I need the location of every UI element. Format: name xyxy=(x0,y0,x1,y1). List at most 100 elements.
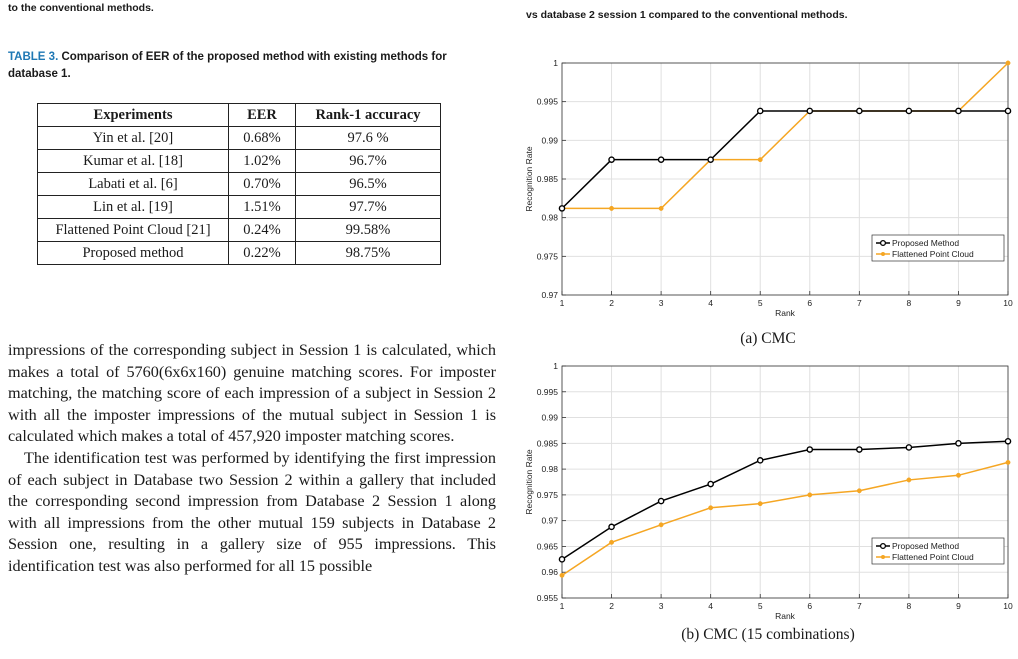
table-cell: 97.7% xyxy=(295,195,441,219)
table-row: Proposed method 0.22% 98.75% xyxy=(37,241,441,265)
data-point xyxy=(955,440,962,447)
x-tick-label: 10 xyxy=(1003,298,1013,308)
y-tick-label: 0.985 xyxy=(537,438,559,448)
data-point xyxy=(955,472,961,478)
x-tick-label: 8 xyxy=(907,601,912,611)
x-tick-label: 8 xyxy=(907,298,912,308)
y-tick-label: 0.99 xyxy=(541,135,558,145)
x-tick-label: 3 xyxy=(659,298,664,308)
table-cell: 99.58% xyxy=(295,218,441,242)
data-point xyxy=(658,205,664,211)
cmc-chart-b: 0.955 0.96 0.965 0.97 0.975 0.98 0.985 0.99 0.99… xyxy=(524,361,1013,621)
data-point xyxy=(707,480,714,488)
x-axis-label: Rank xyxy=(775,611,796,620)
data-point xyxy=(657,497,665,505)
table-label: TABLE 3. xyxy=(8,51,59,63)
table-cell: 96.5% xyxy=(295,172,441,196)
legend-box xyxy=(871,234,1005,262)
data-point xyxy=(559,572,565,578)
data-point xyxy=(1005,459,1011,465)
data-point xyxy=(806,107,814,115)
y-tick-label: 0.965 xyxy=(537,541,559,551)
legend-marker xyxy=(881,252,885,256)
table-cell: 97.6 % xyxy=(295,126,441,150)
data-point xyxy=(657,156,665,163)
data-point xyxy=(856,446,863,453)
y-tick-label: 0.97 xyxy=(541,290,558,300)
data-point xyxy=(807,492,813,498)
table-header-row: Experiments EER Rank-1 accuracy xyxy=(37,103,441,127)
column-header: Rank-1 accuracy xyxy=(295,103,441,127)
comparison-table: Experiments EER Rank-1 accuracy Yin et a… xyxy=(37,103,441,265)
legend-label: Proposed Method xyxy=(892,541,959,551)
y-axis-label: Recognition Rate xyxy=(524,146,534,211)
table-row: Lin et al. [19] 1.51% 97.7% xyxy=(37,195,441,219)
x-tick-label: 9 xyxy=(956,601,961,611)
data-point xyxy=(1004,437,1012,445)
legend-label: Flattened Point Cloud xyxy=(892,552,974,562)
x-tick-label: 1 xyxy=(560,298,565,308)
x-tick-label: 7 xyxy=(857,601,862,611)
plot-frame xyxy=(561,365,1009,599)
series-line xyxy=(561,110,1008,209)
x-tick-label: 6 xyxy=(807,298,812,308)
x-tick-label: 5 xyxy=(758,298,763,308)
table-caption: TABLE 3. Comparison of EER of the propos… xyxy=(8,49,473,83)
y-tick-label: 0.99 xyxy=(541,413,558,423)
legend-label: Flattened Point Cloud xyxy=(892,249,974,259)
data-point xyxy=(856,488,862,494)
table-row: Yin et al. [20] 0.68% 97.6 % xyxy=(37,126,441,150)
legend-marker xyxy=(879,239,887,247)
x-tick-label: 10 xyxy=(1003,601,1013,611)
x-axis-label: Rank xyxy=(775,308,796,317)
x-tick-label: 5 xyxy=(758,601,763,611)
legend-box xyxy=(871,537,1005,565)
series-line xyxy=(561,440,1009,560)
x-tick-label: 3 xyxy=(659,601,664,611)
data-point xyxy=(558,205,566,212)
data-point xyxy=(608,523,615,531)
table-cell: 0.70% xyxy=(228,172,296,196)
data-point xyxy=(756,457,764,464)
table-cell: Lin et al. [19] xyxy=(37,195,229,219)
data-point xyxy=(905,107,913,115)
column-header: Experiments xyxy=(37,103,229,127)
table-cell: 1.02% xyxy=(228,149,296,173)
table-cell: 1.51% xyxy=(228,195,296,219)
y-tick-label: 1 xyxy=(553,361,558,371)
data-point xyxy=(708,505,714,511)
y-tick-label: 0.985 xyxy=(537,174,559,184)
table-cell: 0.22% xyxy=(228,241,296,265)
paragraph: The identification test was performed by… xyxy=(8,448,496,575)
data-point xyxy=(955,107,962,115)
x-tick-label: 2 xyxy=(609,298,614,308)
y-tick-label: 0.98 xyxy=(541,464,558,474)
table-caption-text: Comparison of EER of the proposed method… xyxy=(8,51,447,80)
table-cell: 0.68% xyxy=(228,126,296,150)
x-tick-label: 7 xyxy=(857,298,862,308)
x-tick-label: 1 xyxy=(560,601,565,611)
table-cell: Yin et al. [20] xyxy=(37,126,229,150)
data-point xyxy=(608,156,615,163)
y-tick-label: 0.995 xyxy=(537,97,559,107)
legend-marker xyxy=(881,555,885,559)
chart-a-container: 0.97 0.975 0.98 0.985 0.99 0.995 1 1 2 3 4 5 6 7 8 9 10 R… xyxy=(522,55,1014,318)
table-cell: 96.7% xyxy=(295,149,441,173)
data-point xyxy=(707,156,714,163)
data-point xyxy=(609,539,615,545)
data-point xyxy=(757,157,763,163)
table-cell: Labati et al. [6] xyxy=(37,172,229,196)
x-tick-label: 4 xyxy=(708,298,713,308)
x-tick-label: 4 xyxy=(708,601,713,611)
table-cell: 98.75% xyxy=(295,241,441,265)
x-tick-label: 6 xyxy=(807,601,812,611)
x-tick-label: 2 xyxy=(609,601,614,611)
data-point xyxy=(757,501,763,507)
legend-label: Proposed Method xyxy=(892,238,959,248)
table-cell: Proposed method xyxy=(37,241,229,265)
data-point xyxy=(856,107,863,115)
chart-b-container: 0.955 0.96 0.965 0.97 0.975 0.98 0.985 0.99 0.99… xyxy=(522,358,1014,621)
data-point xyxy=(906,477,912,483)
data-point xyxy=(1004,107,1012,115)
table-cell: Kumar et al. [18] xyxy=(37,149,229,173)
